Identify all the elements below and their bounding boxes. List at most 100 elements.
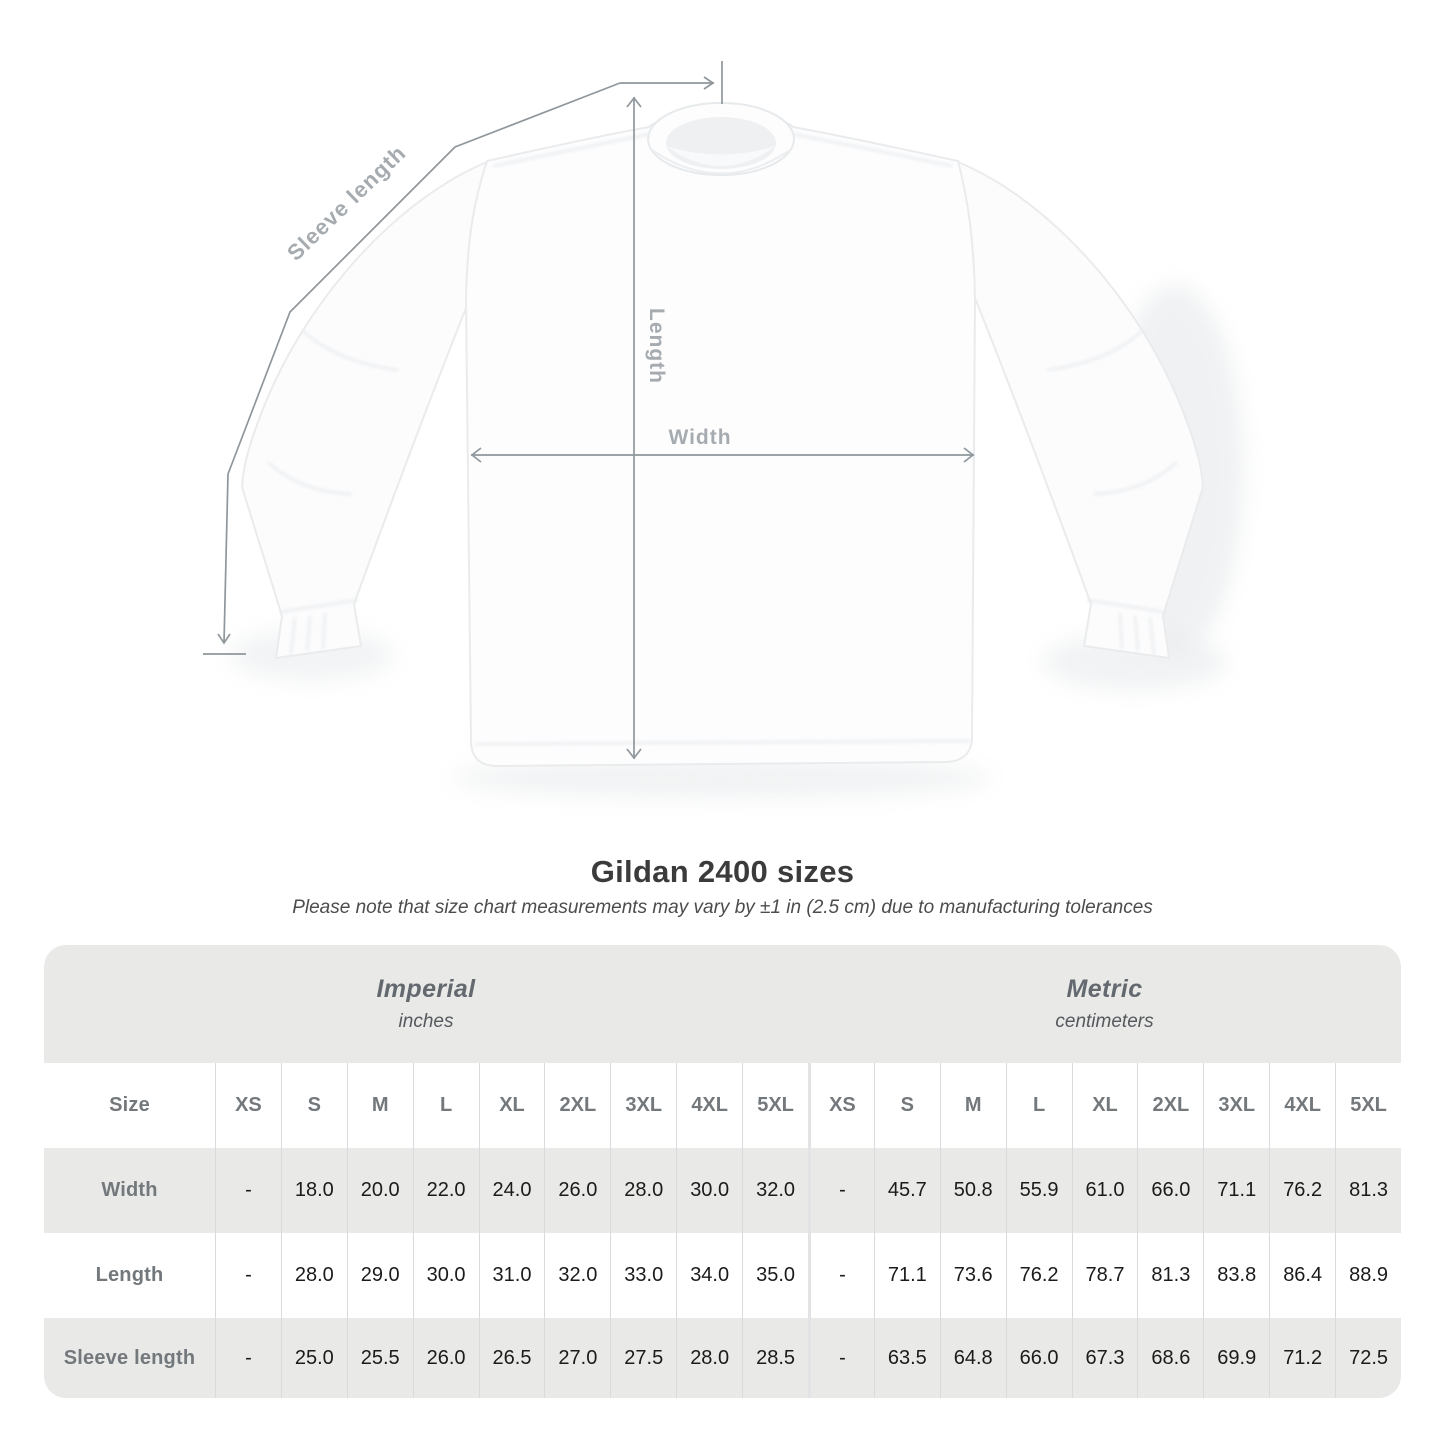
length-arrow-down bbox=[626, 748, 642, 760]
sleeve-arrow-right bbox=[703, 76, 715, 90]
page-title: Gildan 2400 sizes bbox=[590, 854, 855, 889]
left-sleeve bbox=[240, 160, 489, 660]
shirt-measurement-diagram: Sleeve length Length Width bbox=[203, 61, 1243, 798]
value-cell: 25.5 bbox=[346, 1318, 413, 1398]
value-cell: - bbox=[807, 1233, 874, 1318]
value-cell: 26.0 bbox=[544, 1148, 610, 1233]
size-header-cell: 4XL bbox=[676, 1063, 742, 1148]
value-cell: 28.0 bbox=[610, 1148, 676, 1233]
value-cell: 27.5 bbox=[610, 1318, 676, 1398]
right-sleeve bbox=[956, 160, 1205, 660]
value-cell: 45.7 bbox=[873, 1148, 940, 1233]
value-cell: 67.3 bbox=[1071, 1318, 1138, 1398]
size-header-cell: 3XL bbox=[1203, 1063, 1269, 1148]
width-label: Width bbox=[668, 426, 731, 449]
size-header-cell: 5XL bbox=[742, 1063, 808, 1148]
width-arrow-left bbox=[470, 447, 482, 463]
width-arrow-right bbox=[963, 447, 975, 463]
size-header-row: Size XS S M L XL 2XL 3XL 4XL 5XL XS S M … bbox=[44, 1063, 1401, 1148]
value-cell: 24.0 bbox=[478, 1148, 545, 1233]
value-cell: 71.1 bbox=[873, 1233, 940, 1318]
value-cell: 68.6 bbox=[1137, 1318, 1203, 1398]
length-arrow-up bbox=[626, 96, 642, 108]
size-header-cell: 3XL bbox=[610, 1063, 676, 1148]
value-cell: 32.0 bbox=[742, 1148, 808, 1233]
size-header-cell: M bbox=[346, 1063, 413, 1148]
size-header-cell: S bbox=[873, 1063, 940, 1148]
value-cell: 18.0 bbox=[280, 1148, 347, 1233]
imperial-label: Imperial bbox=[376, 975, 476, 1003]
value-cell: 20.0 bbox=[346, 1148, 413, 1233]
metric-group-header: Metric centimeters bbox=[808, 945, 1401, 1063]
metric-label: Metric bbox=[1066, 975, 1143, 1003]
metric-unit: centimeters bbox=[1055, 1011, 1154, 1032]
size-header-cell: 2XL bbox=[1137, 1063, 1203, 1148]
shirt-collar bbox=[647, 102, 795, 176]
value-cell: 81.3 bbox=[1335, 1148, 1401, 1233]
value-cell: - bbox=[807, 1318, 874, 1398]
value-cell: 55.9 bbox=[1005, 1148, 1072, 1233]
size-header-cell: L bbox=[412, 1063, 479, 1148]
size-header-cell: L bbox=[1005, 1063, 1072, 1148]
table-row-length: Length - 28.0 29.0 30.0 31.0 32.0 33.0 3… bbox=[44, 1233, 1401, 1318]
value-cell: 71.2 bbox=[1269, 1318, 1335, 1398]
size-table: Imperial inches Metric centimeters Size … bbox=[44, 945, 1401, 1398]
sleeve-arrow-down bbox=[217, 633, 231, 645]
value-cell: 50.8 bbox=[939, 1148, 1006, 1233]
value-cell: - bbox=[215, 1233, 281, 1318]
size-header-cell: 4XL bbox=[1269, 1063, 1335, 1148]
value-cell: 26.5 bbox=[478, 1318, 545, 1398]
size-col-header: Size bbox=[109, 1094, 150, 1116]
row-label-length: Length bbox=[95, 1264, 164, 1286]
value-cell: 76.2 bbox=[1269, 1148, 1335, 1233]
value-cell: 26.0 bbox=[412, 1318, 479, 1398]
value-cell: - bbox=[807, 1148, 874, 1233]
value-cell: 76.2 bbox=[1005, 1233, 1072, 1318]
size-header-cell: S bbox=[280, 1063, 347, 1148]
value-cell: 28.0 bbox=[280, 1233, 347, 1318]
value-cell: 30.0 bbox=[676, 1148, 742, 1233]
unit-header-row: Imperial inches Metric centimeters bbox=[44, 945, 1401, 1063]
value-cell: 30.0 bbox=[412, 1233, 479, 1318]
value-cell: 33.0 bbox=[610, 1233, 676, 1318]
value-cell: 71.1 bbox=[1203, 1148, 1269, 1233]
value-cell: 81.3 bbox=[1137, 1233, 1203, 1318]
value-cell: 22.0 bbox=[412, 1148, 479, 1233]
table-row-width: Width - 18.0 20.0 22.0 24.0 26.0 28.0 30… bbox=[44, 1148, 1401, 1233]
value-cell: 32.0 bbox=[544, 1233, 610, 1318]
size-header-cell: XL bbox=[1071, 1063, 1138, 1148]
value-cell: 35.0 bbox=[742, 1233, 808, 1318]
size-header-cell: M bbox=[939, 1063, 1006, 1148]
value-cell: - bbox=[215, 1148, 281, 1233]
value-cell: 28.5 bbox=[742, 1318, 808, 1398]
value-cell: 66.0 bbox=[1137, 1148, 1203, 1233]
value-cell: 72.5 bbox=[1335, 1318, 1401, 1398]
shirt-sleeves bbox=[240, 160, 1205, 660]
value-cell: 31.0 bbox=[478, 1233, 545, 1318]
measurement-lines bbox=[203, 61, 975, 760]
value-cell: 28.0 bbox=[676, 1318, 742, 1398]
size-header-cell: XS bbox=[215, 1063, 281, 1148]
value-cell: 86.4 bbox=[1269, 1233, 1335, 1318]
imperial-group-header: Imperial inches bbox=[44, 945, 808, 1063]
value-cell: 66.0 bbox=[1005, 1318, 1072, 1398]
size-header-cell: XL bbox=[478, 1063, 545, 1148]
value-cell: 83.8 bbox=[1203, 1233, 1269, 1318]
length-label: Length bbox=[645, 308, 668, 384]
shirt-body bbox=[464, 114, 977, 768]
size-header-cell: 2XL bbox=[544, 1063, 610, 1148]
size-header-cell: 5XL bbox=[1335, 1063, 1401, 1148]
value-cell: 88.9 bbox=[1335, 1233, 1401, 1318]
value-cell: - bbox=[215, 1318, 281, 1398]
value-cell: 61.0 bbox=[1071, 1148, 1138, 1233]
value-cell: 27.0 bbox=[544, 1318, 610, 1398]
value-cell: 73.6 bbox=[939, 1233, 1006, 1318]
heading-block: Gildan 2400 sizes Please note that size … bbox=[0, 854, 1445, 920]
imperial-unit: inches bbox=[398, 1011, 454, 1032]
size-header-cell: XS bbox=[807, 1063, 874, 1148]
tolerance-note: Please note that size chart measurements… bbox=[292, 897, 1153, 918]
value-cell: 63.5 bbox=[873, 1318, 940, 1398]
value-cell: 64.8 bbox=[939, 1318, 1006, 1398]
value-cell: 29.0 bbox=[346, 1233, 413, 1318]
value-cell: 25.0 bbox=[280, 1318, 347, 1398]
